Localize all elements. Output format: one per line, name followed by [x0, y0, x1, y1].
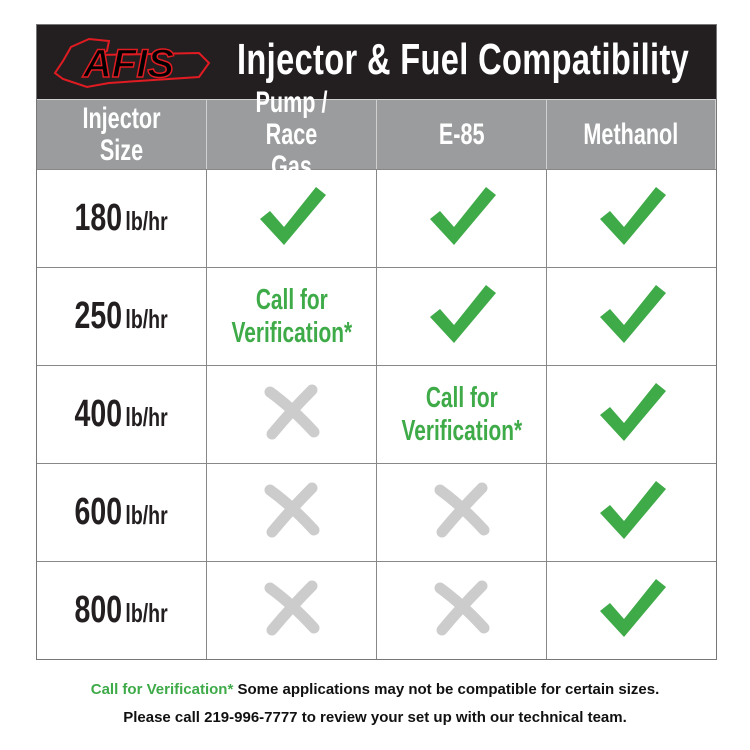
compatibility-cell — [547, 365, 716, 463]
cross-icon — [262, 384, 322, 445]
column-header-label: E-85 — [438, 117, 485, 151]
footnote-highlight: Call for Verification* — [90, 681, 234, 698]
contact-note: Please call 219-996-7777 to review your … — [123, 709, 627, 726]
check-icon — [596, 575, 668, 646]
column-header-label: Pump / Race Gas — [255, 85, 328, 183]
column-header-label: Methanol — [583, 117, 679, 151]
injector-size-unit: lb/hr — [125, 206, 169, 236]
call-for-verification: Call for Verification* — [401, 381, 522, 447]
compatibility-cell — [377, 561, 547, 659]
cross-icon — [262, 580, 322, 641]
column-header: Pump / Race Gas — [207, 86, 377, 182]
compatibility-table: Injector Size Pump / Race Gas E-85 Methanol… — [37, 86, 716, 659]
compatibility-cell — [547, 169, 716, 267]
injector-size-unit: lb/hr — [125, 402, 169, 432]
injector-size-unit: lb/hr — [125, 598, 169, 628]
cross-icon — [262, 482, 322, 543]
page-title: Injector & Fuel Compatibility — [237, 35, 690, 84]
compatibility-cell: Call for Verification* — [207, 267, 377, 365]
column-header: Injector Size — [37, 99, 207, 169]
check-icon — [596, 379, 668, 450]
injector-size: 400 — [74, 393, 123, 435]
compatibility-chart: AFIS Injector & Fuel Compatibility Injec… — [36, 24, 717, 660]
injector-size-cell: 400 lb/hr — [37, 365, 207, 463]
check-icon — [596, 281, 668, 352]
injector-size-unit: lb/hr — [125, 304, 169, 334]
cross-icon — [432, 580, 492, 641]
check-icon — [426, 281, 498, 352]
afis-logo: AFIS — [53, 37, 211, 89]
cross-icon — [432, 482, 492, 543]
check-icon — [426, 183, 498, 254]
compatibility-cell — [547, 463, 716, 561]
compatibility-cell — [377, 169, 547, 267]
check-icon — [596, 477, 668, 548]
injector-size: 250 — [74, 295, 123, 337]
injector-size-cell: 600 lb/hr — [37, 463, 207, 561]
svg-text:AFIS: AFIS — [82, 42, 174, 86]
column-header: E-85 — [377, 99, 547, 169]
injector-size-cell: 250 lb/hr — [37, 267, 207, 365]
injector-size-cell: 180 lb/hr — [37, 169, 207, 267]
injector-size: 180 — [74, 197, 123, 239]
compatibility-cell — [547, 267, 716, 365]
compatibility-cell — [207, 561, 377, 659]
column-header: Methanol — [547, 99, 716, 169]
injector-size: 600 — [74, 491, 123, 533]
compatibility-cell — [547, 561, 716, 659]
compatibility-cell — [207, 169, 377, 267]
injector-size-cell: 800 lb/hr — [37, 561, 207, 659]
title-bar: AFIS Injector & Fuel Compatibility — [37, 25, 716, 99]
compatibility-cell — [377, 463, 547, 561]
compatibility-cell — [207, 463, 377, 561]
compatibility-cell — [207, 365, 377, 463]
column-header-label: Injector Size — [82, 101, 161, 167]
compatibility-cell — [377, 267, 547, 365]
check-icon — [256, 183, 328, 254]
check-icon — [596, 183, 668, 254]
compatibility-cell: Call for Verification* — [377, 365, 547, 463]
injector-size-unit: lb/hr — [125, 500, 169, 530]
call-for-verification: Call for Verification* — [231, 283, 352, 349]
footnote: Call for Verification* Some applications… — [0, 681, 750, 698]
footnote-text: Some applications may not be compatible … — [233, 681, 660, 698]
injector-size: 800 — [74, 589, 123, 631]
